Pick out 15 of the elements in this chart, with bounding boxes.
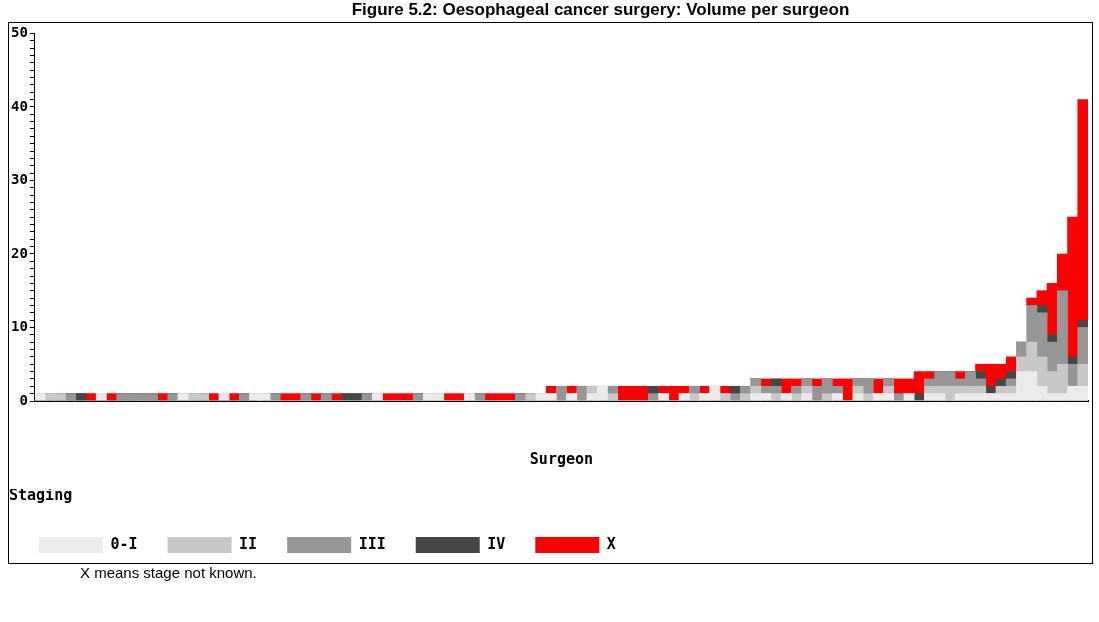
- x-axis-title: Surgeon: [529, 449, 594, 468]
- y-tick-label: 40: [11, 97, 28, 114]
- legend-label: III: [358, 534, 386, 553]
- text: X means stage not known.: [79, 564, 258, 581]
- legend-label: X: [606, 534, 616, 553]
- y-tick-label: 30: [11, 171, 28, 188]
- y-tick-label: 0: [19, 391, 28, 408]
- y-tick-label: 50: [11, 24, 28, 41]
- legend-label: II: [239, 534, 258, 553]
- legend-label: IV: [487, 534, 506, 553]
- chart-title: Figure 5.2: Oesophageal cancer surgery: Volume per surgeon: [350, 0, 851, 20]
- legend-title: Staging: [9, 486, 73, 505]
- y-tick-label: 20: [11, 244, 28, 261]
- legend-label: 0-I: [110, 534, 138, 553]
- y-tick-label: 10: [11, 318, 28, 335]
